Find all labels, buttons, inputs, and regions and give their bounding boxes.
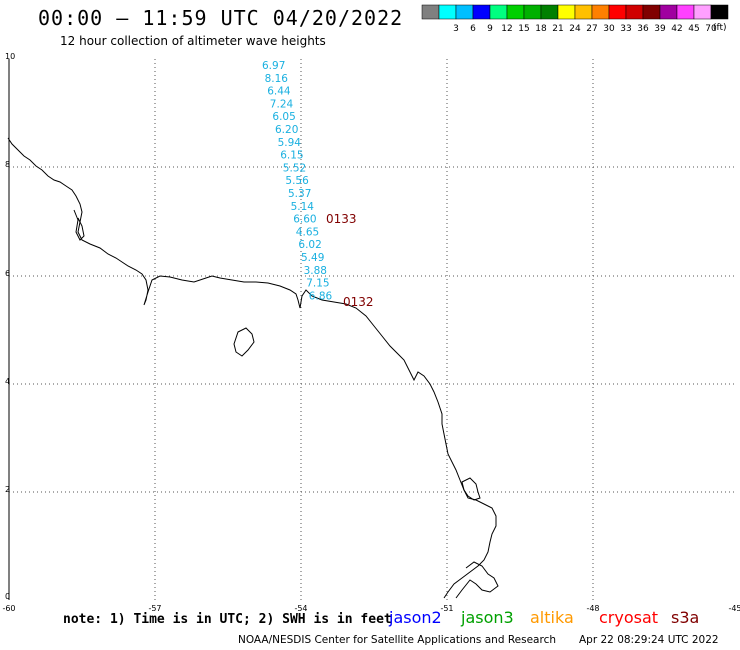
- legend-swatch: [438, 4, 457, 20]
- lon-tick-label: -57: [148, 604, 161, 613]
- lon-tick-label: -51: [440, 604, 453, 613]
- legend-label: 33: [620, 24, 631, 34]
- coastline-main: [7, 137, 497, 599]
- lon-tick-label: -54: [294, 604, 307, 613]
- pass-time-label: 0132: [343, 295, 374, 309]
- legend-swatch: [659, 4, 678, 20]
- legend-label: 70: [705, 24, 717, 34]
- note-text: note: 1) Time is in UTC; 2) SWH is in fe…: [63, 612, 392, 627]
- legend-swatch: [625, 4, 644, 20]
- footer-timestamp: Apr 22 08:29:24 UTC 2022: [579, 634, 719, 646]
- wave-height-value: 8.16: [265, 73, 289, 85]
- wave-height-value: 6.02: [298, 239, 321, 251]
- legend-label: 27: [586, 24, 597, 34]
- legend-label: 39: [654, 24, 666, 34]
- axis-labels: -60 -57 -54 -51 -48 -45 0 2 4 6 8 10: [2, 52, 740, 613]
- wave-height-value: 5.52: [283, 162, 306, 174]
- wave-height-value: 6.15: [280, 150, 303, 162]
- legend-label: 15: [518, 24, 529, 34]
- lat-tick-label: 10: [5, 52, 15, 61]
- legend-swatch: [693, 4, 712, 20]
- lon-tick-label: -60: [2, 604, 15, 613]
- legend-label: 45: [688, 24, 699, 34]
- legend-label: 42: [671, 24, 682, 34]
- legend-label: 6: [470, 24, 476, 34]
- legend-label: 21: [552, 24, 563, 34]
- lon-tick-label: -48: [586, 604, 599, 613]
- lat-tick-label: 2: [5, 485, 10, 494]
- wave-height-value: 5.49: [301, 252, 324, 264]
- wave-height-value: 4.65: [296, 226, 319, 238]
- legend-swatch: [642, 4, 661, 20]
- coastline-delta: [455, 561, 499, 599]
- wave-height-value: 7.24: [270, 98, 294, 110]
- legend-swatch: [421, 4, 440, 20]
- wave-height-value: 5.14: [291, 201, 315, 213]
- legend-label: 3: [453, 24, 459, 34]
- lat-tick-label: 6: [5, 269, 10, 278]
- legend-label: 12: [501, 24, 512, 34]
- footer-credit: NOAA/NESDIS Center for Satellite Applica…: [238, 634, 556, 646]
- wave-height-value: 6.60: [293, 214, 316, 226]
- satellite-altika: altika: [530, 608, 574, 627]
- wave-height-value: 6.05: [272, 111, 295, 123]
- satellite-s3a: s3a: [671, 608, 700, 627]
- altimeter-track: 6.978.166.447.246.056.205.946.155.525.56…: [262, 60, 374, 309]
- color-legend: 3 6 9 12 15 18 21 24 27 30 33 36 39 42 45 70: [421, 4, 729, 34]
- coastline: [7, 137, 499, 599]
- lat-tick-label: 0: [5, 592, 10, 601]
- legend-swatch: [523, 4, 542, 20]
- legend-swatch: [455, 4, 474, 20]
- legend-swatch: [710, 4, 729, 20]
- pass-time-label: 0133: [326, 212, 357, 226]
- legend-label: 9: [487, 24, 493, 34]
- satellite-jason3: jason3: [461, 608, 514, 627]
- legend-units: (ft): [713, 23, 727, 33]
- wave-height-value: 5.37: [288, 188, 311, 200]
- map-title: 00:00 – 11:59 UTC 04/20/2022: [38, 6, 404, 30]
- legend-swatch: [506, 4, 525, 20]
- wave-height-value: 7.15: [306, 278, 329, 290]
- legend-swatch: [591, 4, 610, 20]
- island-inland-lake: [233, 327, 255, 357]
- legend-swatch: [489, 4, 508, 20]
- legend-label: 24: [569, 24, 581, 34]
- wave-height-value: 3.88: [304, 265, 327, 277]
- wave-height-value: 6.20: [275, 124, 298, 136]
- wave-height-value: 6.86: [309, 290, 333, 302]
- legend-swatch: [608, 4, 627, 20]
- satellite-jason2: jason2: [389, 608, 442, 627]
- wave-height-value: 6.97: [262, 60, 285, 72]
- legend-swatch: [540, 4, 559, 20]
- legend-label: 36: [637, 24, 649, 34]
- lat-lon-grid: [8, 59, 735, 600]
- legend-swatch: [676, 4, 695, 20]
- legend-swatch: [472, 4, 491, 20]
- wave-height-value: 6.44: [267, 86, 291, 98]
- legend-swatch: [557, 4, 576, 20]
- wave-height-value: 5.94: [278, 137, 302, 149]
- lon-tick-label: -45: [728, 604, 740, 613]
- legend-label: 30: [603, 24, 615, 34]
- lat-tick-label: 8: [5, 160, 10, 169]
- satellite-cryosat: cryosat: [599, 608, 659, 627]
- wave-height-value: 5.56: [285, 175, 309, 187]
- island-marajo: [461, 477, 481, 501]
- lat-tick-label: 4: [5, 377, 10, 386]
- coastline-inlet: [73, 209, 85, 241]
- map-subtitle: 12 hour collection of altimeter wave hei…: [60, 34, 326, 48]
- legend-label: 18: [535, 24, 547, 34]
- legend-swatch: [574, 4, 593, 20]
